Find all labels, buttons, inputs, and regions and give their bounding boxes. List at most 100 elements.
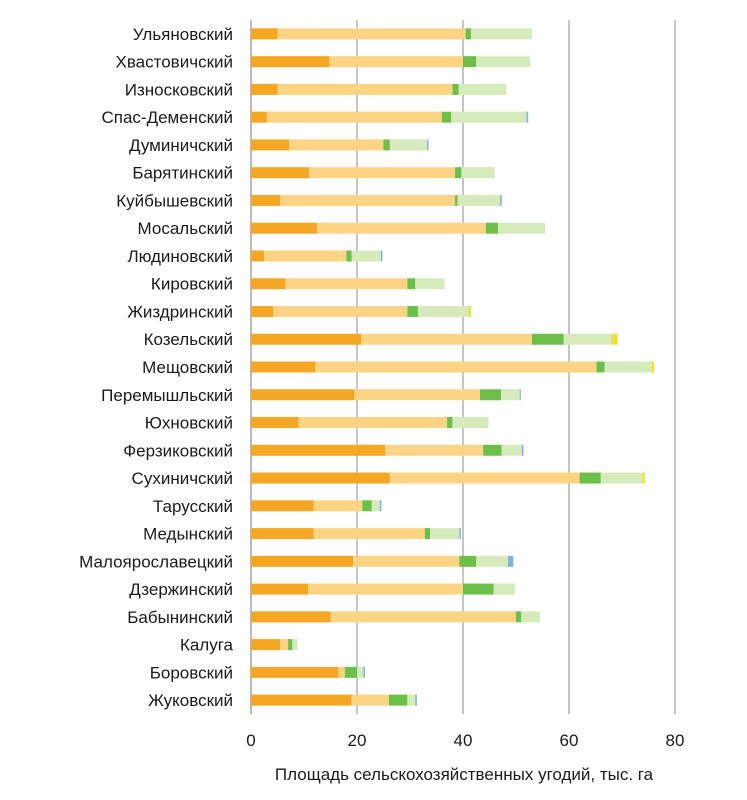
bar-segment <box>361 333 532 345</box>
bar-segment <box>479 389 502 401</box>
bar-segment <box>251 28 278 40</box>
bar-segment <box>461 167 495 179</box>
bar-segment <box>604 361 652 373</box>
category-label: Юхновский <box>145 414 233 433</box>
bar-segment <box>380 250 383 262</box>
bar-segment <box>346 250 352 262</box>
category-label: Перемышльский <box>101 386 233 405</box>
bar-segment <box>251 361 316 373</box>
bar-segment <box>251 250 265 262</box>
bar-segment <box>415 694 417 706</box>
category-label: Козельский <box>144 330 233 349</box>
bar-segment <box>389 472 580 484</box>
bar-segment <box>251 472 390 484</box>
category-label: Кировский <box>151 275 233 294</box>
bar-segment <box>379 500 382 512</box>
bar-segment <box>563 333 612 345</box>
category-label: Барятинский <box>132 164 233 183</box>
bar-segment <box>313 528 425 540</box>
bar-segment <box>273 305 408 317</box>
bar-segment <box>465 28 471 40</box>
bar-segment <box>338 666 345 678</box>
bar-segment <box>289 139 384 151</box>
category-label: Хвастовичский <box>116 53 234 72</box>
bar-segment <box>526 111 529 123</box>
bar-segment <box>351 250 381 262</box>
bar-segment <box>501 444 522 456</box>
category-label: Жуковский <box>148 691 233 710</box>
bar-segment <box>313 500 363 512</box>
bar-segment <box>251 83 278 95</box>
bar-segment <box>298 417 448 429</box>
bar-segment <box>516 611 522 623</box>
bar-segment <box>415 278 445 290</box>
category-label: Медынский <box>143 525 233 544</box>
bar-segment <box>351 694 389 706</box>
bar-segment <box>266 111 442 123</box>
bar-segment <box>476 555 509 567</box>
bar-segment <box>463 583 494 595</box>
bar-segment <box>596 361 605 373</box>
bar-segment <box>251 666 339 678</box>
bar-segment <box>280 194 456 206</box>
x-tick-labels: 0 20 40 60 80 <box>246 731 684 750</box>
bar-segment <box>508 555 514 567</box>
bar-segment <box>483 444 502 456</box>
bar-segment <box>277 28 466 40</box>
bar-segment <box>521 444 524 456</box>
bar-segment <box>493 583 515 595</box>
bar-segment <box>251 222 318 234</box>
category-label: Спас-Деменский <box>101 108 233 127</box>
bar-segment <box>407 278 416 290</box>
bar-segment <box>251 56 330 68</box>
bar-segment <box>470 28 532 40</box>
bar-segment <box>519 389 521 401</box>
category-label: Дзержинский <box>129 580 233 599</box>
bar-segment <box>251 500 314 512</box>
bar-segment <box>251 528 314 540</box>
x-tick-label: 0 <box>246 731 255 750</box>
category-label: Думиничский <box>129 136 233 155</box>
category-label: Мосальский <box>138 219 233 238</box>
bar-segment <box>362 500 372 512</box>
bar-segment <box>285 278 408 290</box>
bar-segment <box>315 361 597 373</box>
bar-segment <box>476 56 531 68</box>
bar-segment <box>251 194 281 206</box>
bar-segment <box>251 639 281 651</box>
bar-segment <box>353 555 460 567</box>
bar-segment <box>308 583 463 595</box>
bar-segment <box>424 528 431 540</box>
category-label: Куйбышевский <box>116 191 233 210</box>
bar-segment <box>389 139 427 151</box>
bar-segment <box>251 694 352 706</box>
bar-segment <box>317 222 486 234</box>
bar-segment <box>611 333 618 345</box>
bar-segment <box>447 417 453 429</box>
bar-segment <box>642 472 645 484</box>
bar-segment <box>451 111 527 123</box>
x-axis-title: Площадь сельскохозяйственных угодий, тыс… <box>275 765 654 784</box>
bar-segment <box>371 500 380 512</box>
category-label: Сухиничский <box>132 469 233 488</box>
bar-segment <box>430 528 460 540</box>
bar-segment <box>407 694 416 706</box>
bar-segment <box>468 305 471 317</box>
bar-segment <box>485 222 498 234</box>
category-label: Мещовский <box>142 358 233 377</box>
bar-segment <box>251 111 267 123</box>
bar-segment <box>251 611 331 623</box>
bar-segment <box>251 444 386 456</box>
bar-segment <box>251 167 310 179</box>
bar-segment <box>383 139 390 151</box>
bar-segment <box>407 305 418 317</box>
bar-segment <box>344 666 357 678</box>
bar-segment <box>385 444 484 456</box>
bar-segment <box>357 666 364 678</box>
bar-segment <box>280 639 289 651</box>
x-tick-label: 20 <box>348 731 367 750</box>
bar-segment <box>251 555 354 567</box>
x-tick-label: 60 <box>560 731 579 750</box>
bar-segment <box>457 194 501 206</box>
